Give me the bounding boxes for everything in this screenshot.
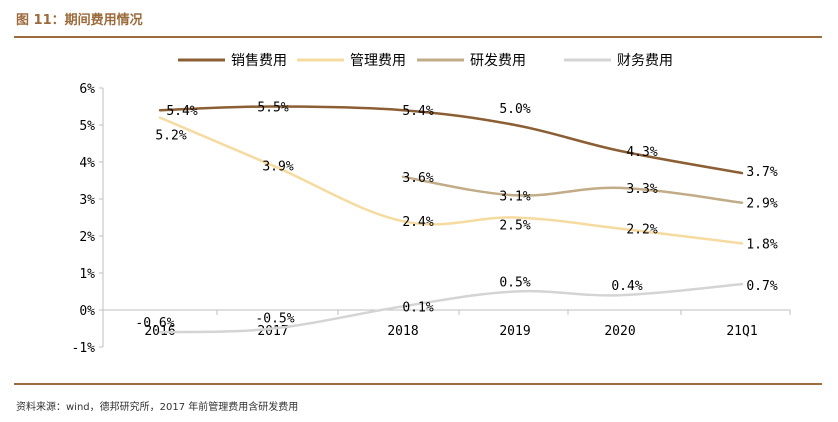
series-line-1 [158, 105, 744, 175]
bottom-divider [14, 383, 822, 385]
series-line-4 [158, 282, 744, 334]
chart-legend: 销售费用 管理费用 研发费用 财务费用 [178, 53, 673, 69]
y-tick-label: 4% [79, 156, 95, 171]
data-label: 2.5% [499, 219, 530, 234]
y-tick-label: 5% [79, 119, 95, 134]
series-line-3 [401, 175, 744, 204]
top-divider [14, 36, 822, 38]
data-label: 4.3% [626, 145, 657, 160]
data-label: 0.4% [611, 279, 642, 294]
figure-title: 图 11：期间费用情况 [16, 13, 143, 28]
data-label: 5.4% [166, 104, 197, 119]
y-tick-label: 3% [79, 193, 95, 208]
data-label: 5.2% [155, 129, 186, 144]
data-label: 5.4% [402, 104, 433, 119]
data-label: 3.3% [626, 182, 657, 197]
y-axis: 6% 5% 4% 3% 2% 1% 0% -1% [72, 82, 104, 356]
data-label: 0.5% [499, 276, 530, 291]
y-tick-label: 6% [79, 82, 95, 97]
data-label: 5.5% [257, 101, 288, 116]
legend-label: 研发费用 [470, 53, 526, 69]
data-label: 3.7% [746, 165, 777, 180]
source-note: 资料来源：wind，德邦研究所，2017 年前管理费用含研发费用 [16, 402, 299, 413]
data-label: 3.9% [262, 160, 293, 175]
data-label: 3.1% [499, 189, 530, 204]
data-labels: 5.4% 5.5% 5.4% 5.0% 4.3% 3.7% 5.2% 3.9% 2.4% 2.5%… [135, 101, 777, 332]
data-label: 0.1% [402, 300, 433, 315]
legend-label: 财务费用 [617, 53, 673, 69]
data-label: 5.0% [499, 102, 530, 117]
y-tick-label: 0% [79, 304, 95, 319]
legend-label: 管理费用 [350, 53, 406, 69]
y-tick-label: -1% [72, 341, 96, 356]
data-label: -0.6% [135, 316, 174, 331]
series-lines [158, 105, 744, 334]
series-line-2 [158, 116, 744, 245]
data-label: 2.9% [746, 197, 777, 212]
legend-label: 销售费用 [231, 53, 287, 69]
data-label: 3.6% [402, 171, 433, 186]
y-tick-label: 1% [79, 267, 95, 282]
data-label: 0.7% [746, 279, 777, 294]
x-tick-label: 2019 [499, 324, 530, 339]
data-label: -0.5% [255, 312, 294, 327]
x-tick-label: 2018 [387, 324, 418, 339]
data-label: 1.8% [746, 237, 777, 252]
x-axis: 2016 2017 2018 2019 2020 21Q1 [103, 309, 791, 339]
line-chart: 销售费用 管理费用 研发费用 财务费用 6%5%4%3%2%1%0%-1% 2016 2… [72, 53, 791, 356]
data-label: 2.4% [402, 215, 433, 230]
y-tick-label: 2% [79, 230, 95, 245]
x-tick-label: 21Q1 [726, 324, 757, 339]
x-tick-label: 2020 [604, 324, 635, 339]
data-label: 2.2% [626, 223, 657, 238]
